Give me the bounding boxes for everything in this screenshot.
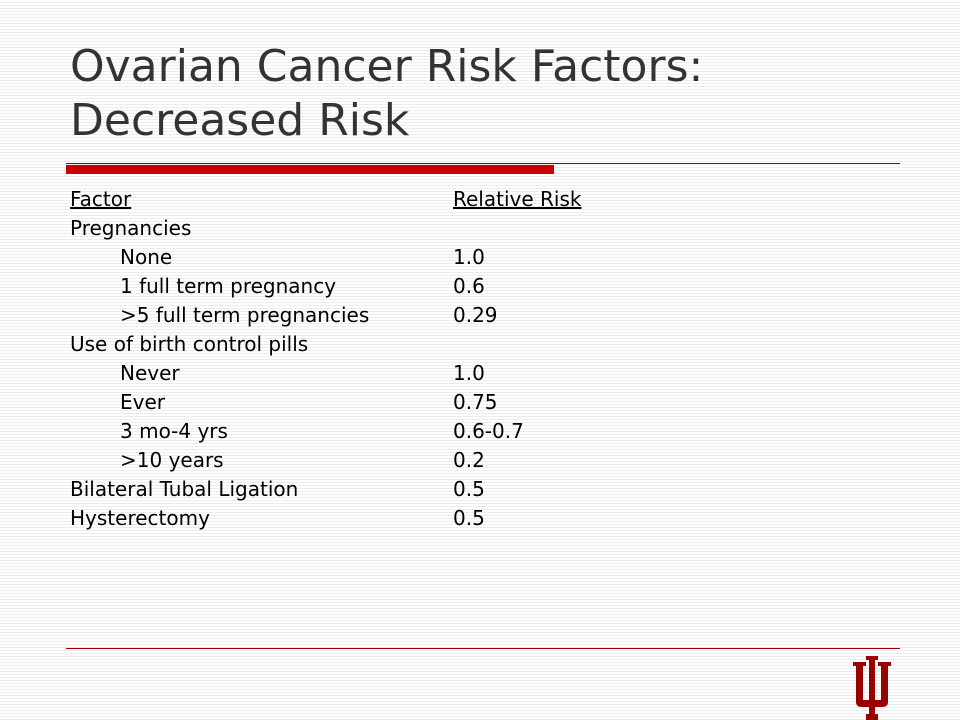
table-row: Hysterectomy 0.5 — [70, 504, 653, 533]
table-row: Pregnancies — [70, 214, 653, 243]
relative-risk-cell — [453, 214, 653, 243]
table-row: 1 full term pregnancy 0.6 — [70, 272, 653, 301]
relative-risk-cell: 1.0 — [453, 359, 653, 388]
factor-cell: Hysterectomy — [70, 504, 453, 533]
iu-trident-logo-icon — [847, 656, 897, 720]
relative-risk-cell: 0.2 — [453, 446, 653, 475]
title-divider-thin — [66, 163, 900, 164]
factor-cell: Ever — [70, 388, 453, 417]
table-row: >10 years 0.2 — [70, 446, 653, 475]
table-row: 3 mo-4 yrs 0.6-0.7 — [70, 417, 653, 446]
table-body: Pregnancies None 1.0 1 full term pregnancy 0… — [70, 214, 653, 533]
relative-risk-cell: 0.6-0.7 — [453, 417, 653, 446]
relative-risk-cell: 0.5 — [453, 504, 653, 533]
relative-risk-cell: 0.5 — [453, 475, 653, 504]
table-row: Ever 0.75 — [70, 388, 653, 417]
relative-risk-cell: 1.0 — [453, 243, 653, 272]
risk-table: Factor Relative Risk Pregnancies None 1.0 1… — [70, 185, 653, 533]
factor-cell: Bilateral Tubal Ligation — [70, 475, 453, 504]
factor-cell: >5 full term pregnancies — [70, 301, 453, 330]
header-factor: Factor — [70, 185, 453, 214]
table-row: None 1.0 — [70, 243, 653, 272]
header-relative-risk: Relative Risk — [453, 185, 653, 214]
footer-divider — [66, 648, 900, 649]
relative-risk-cell: 0.75 — [453, 388, 653, 417]
relative-risk-cell: 0.29 — [453, 301, 653, 330]
relative-risk-cell: 0.6 — [453, 272, 653, 301]
relative-risk-cell — [453, 330, 653, 359]
factor-cell: Pregnancies — [70, 214, 453, 243]
factor-cell: 1 full term pregnancy — [70, 272, 453, 301]
slide-title: Ovarian Cancer Risk Factors: Decreased R… — [70, 40, 930, 148]
table-row: Bilateral Tubal Ligation 0.5 — [70, 475, 653, 504]
table-row: Use of birth control pills — [70, 330, 653, 359]
factor-cell: Never — [70, 359, 453, 388]
factor-cell: 3 mo-4 yrs — [70, 417, 453, 446]
factor-cell: Use of birth control pills — [70, 330, 453, 359]
table-row: >5 full term pregnancies 0.29 — [70, 301, 653, 330]
factor-cell: >10 years — [70, 446, 453, 475]
table-header-row: Factor Relative Risk — [70, 185, 653, 214]
factor-cell: None — [70, 243, 453, 272]
title-divider-accent — [66, 165, 554, 174]
table-row: Never 1.0 — [70, 359, 653, 388]
